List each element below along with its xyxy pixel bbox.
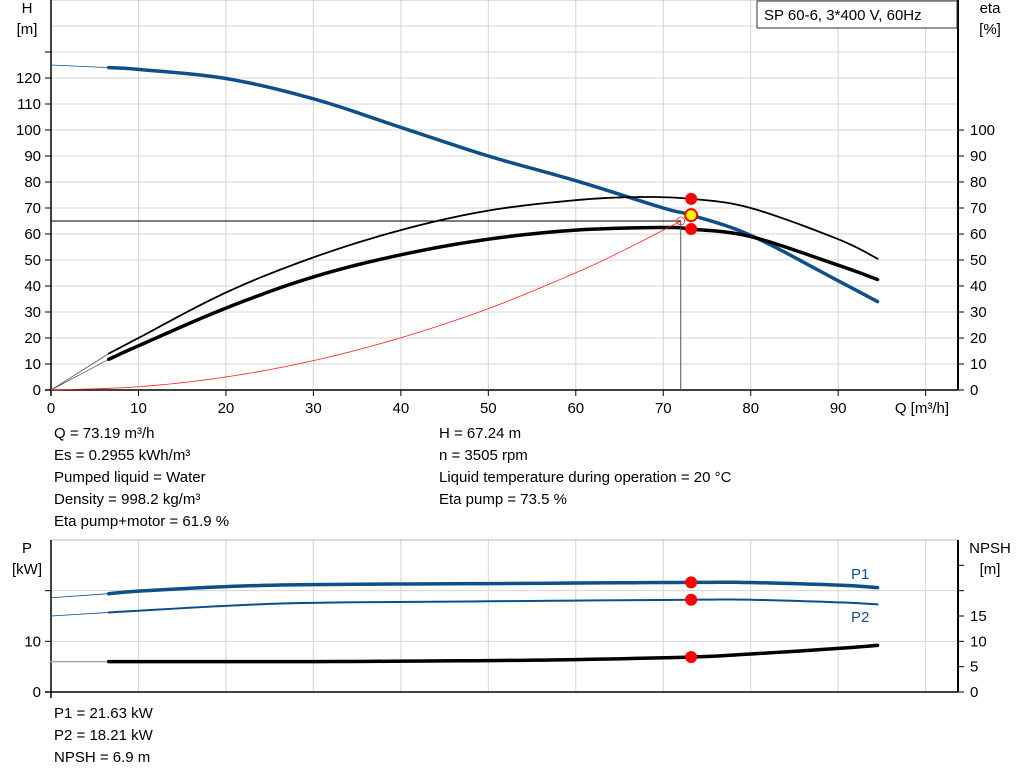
operating-point-marker <box>684 208 699 223</box>
y-axis-title-right: NPSH <box>969 540 1011 557</box>
y-axis-unit-right: [%] <box>979 21 1001 38</box>
eta_pump_motor-extrapolated-line <box>50 358 110 391</box>
eta-pump-motor-marker <box>685 223 698 236</box>
x-axis-title: Q [m³/h] <box>895 400 949 417</box>
y-tick-label-right: 5 <box>970 659 978 676</box>
p1-series-label: P1 <box>851 566 869 583</box>
y-tick-label-right: 50 <box>970 252 987 269</box>
eta_pump-extrapolated-line <box>50 353 110 391</box>
y-axis-unit-left: [kW] <box>12 561 42 578</box>
y-tick-label-right: 90 <box>970 148 987 165</box>
y-tick-label-left: 60 <box>24 226 41 243</box>
result-es: Es = 0.2955 kWh/m³ <box>54 447 191 464</box>
p2-series-label: P2 <box>851 609 869 626</box>
result-npsh: NPSH = 6.9 m <box>54 749 151 766</box>
npsh-marker <box>685 651 698 664</box>
y-axis-title-left: H <box>22 0 33 17</box>
y-tick-label-left: 0 <box>33 684 41 701</box>
eta_pump_motor-curve <box>106 225 880 362</box>
y-tick-label-left: 70 <box>24 200 41 217</box>
result-p2: P2 = 18.21 kW <box>54 727 153 744</box>
x-tick-label: 50 <box>480 400 497 417</box>
eta-pump-marker <box>685 192 698 205</box>
npsh-curve <box>106 643 880 664</box>
chart-title: SP 60-6, 3*400 V, 60Hz <box>764 7 922 24</box>
y-axis-unit-right: [m] <box>980 561 1001 578</box>
result-temperature: Liquid temperature during operation = 20… <box>439 469 732 486</box>
y-tick-label-left: 10 <box>24 633 41 650</box>
p2-curve <box>107 598 879 614</box>
p1-marker <box>685 576 698 589</box>
y-tick-label-right: 20 <box>970 330 987 347</box>
result-density: Density = 998.2 kg/m³ <box>54 491 201 508</box>
y-tick-label-left: 50 <box>24 252 41 269</box>
p2-extrapolated-line <box>50 612 110 617</box>
y-tick-label-left: 100 <box>16 122 41 139</box>
y-axis-title-right: eta <box>980 0 1002 17</box>
result-p1: P1 = 21.63 kW <box>54 705 153 722</box>
x-tick-label: 40 <box>393 400 410 417</box>
y-tick-label-right: 70 <box>970 200 987 217</box>
result-n: n = 3505 rpm <box>439 447 528 464</box>
p1-curve <box>106 580 880 596</box>
results-left: Q = 73.19 m³/h Es = 0.2955 kWh/m³ Pumped… <box>54 423 229 533</box>
x-tick-label: 60 <box>567 400 584 417</box>
x-tick-label: 80 <box>742 400 759 417</box>
y-tick-label-right: 0 <box>970 684 978 701</box>
y-tick-label-right: 60 <box>970 226 987 243</box>
results-power: P1 = 21.63 kW P2 = 18.21 kW NPSH = 6.9 m <box>54 703 153 769</box>
y-axis-unit-left: [m] <box>17 21 38 38</box>
x-tick-label: 0 <box>47 400 55 417</box>
p2-marker <box>685 593 698 606</box>
y-tick-label-right: 10 <box>970 356 987 373</box>
results-right: H = 67.24 m n = 3505 rpm Liquid temperat… <box>439 423 731 511</box>
x-tick-label: 20 <box>218 400 235 417</box>
result-eta-pump-motor: Eta pump+motor = 61.9 % <box>54 513 230 530</box>
y-tick-label-left: 30 <box>24 304 41 321</box>
y-tick-label-left: 10 <box>24 356 41 373</box>
head-curve <box>106 65 880 304</box>
system_curve-curve <box>50 220 682 391</box>
x-tick-label: 90 <box>830 400 847 417</box>
y-tick-label-left: 0 <box>33 382 41 399</box>
y-tick-label-left: 110 <box>17 96 41 113</box>
result-eta-pump: Eta pump = 73.5 % <box>439 491 567 508</box>
result-q: Q = 73.19 m³/h <box>54 425 155 442</box>
p1-extrapolated-line <box>50 593 110 599</box>
x-tick-label: 30 <box>305 400 322 417</box>
y-tick-label-right: 40 <box>970 278 987 295</box>
x-tick-label: 70 <box>655 400 672 417</box>
legend-box <box>756 0 958 29</box>
result-h: H = 67.24 m <box>439 425 522 442</box>
y-tick-label-right: 0 <box>970 382 978 399</box>
x-tick-label: 10 <box>130 400 147 417</box>
y-tick-label-right: 80 <box>970 174 987 191</box>
y-tick-label-left: 80 <box>24 174 41 191</box>
y-tick-label-left: 20 <box>24 330 41 347</box>
y-tick-label-left: 120 <box>16 70 41 87</box>
duty-point-marker <box>676 216 686 226</box>
y-tick-label-right: 15 <box>970 608 987 625</box>
eta_pump-curve <box>107 196 879 355</box>
y-tick-label-right: 100 <box>970 122 995 139</box>
y-tick-label-left: 40 <box>24 278 41 295</box>
y-tick-label-left: 90 <box>24 148 41 165</box>
y-tick-label-right: 30 <box>970 304 987 321</box>
y-axis-title-left: P <box>22 540 32 557</box>
head-extrapolated-line <box>50 64 110 68</box>
y-tick-label-right: 10 <box>970 633 987 650</box>
result-liquid: Pumped liquid = Water <box>54 469 206 486</box>
